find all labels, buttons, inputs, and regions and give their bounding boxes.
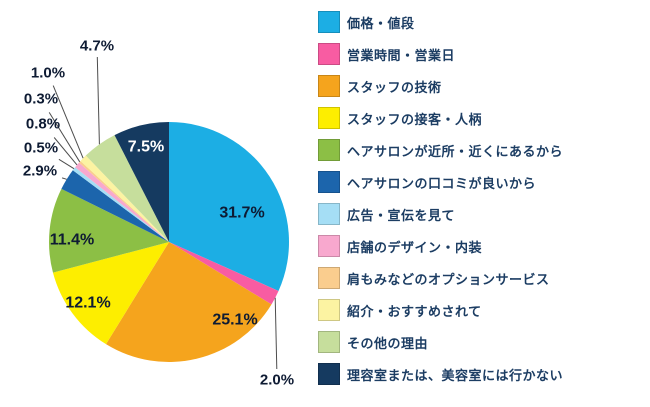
slice-value-label-6: 0.5%	[24, 140, 58, 157]
pie-slice-8	[78, 160, 169, 242]
legend-label: 価格・値段	[347, 15, 415, 31]
pie-slice-10	[85, 135, 169, 242]
pie-slices-group	[48, 122, 289, 362]
slice-value-label-4: 11.4%	[50, 232, 94, 249]
slice-value-label-10: 4.7%	[80, 38, 114, 55]
legend-label: スタッフの技術	[347, 79, 442, 95]
legend-item-5: ヘアサロンの口コミが良いから	[318, 171, 563, 193]
pie-slice-1	[169, 242, 279, 305]
slice-value-label-1: 2.0%	[260, 372, 294, 389]
legend-item-6: 広告・宣伝を見て	[318, 203, 563, 225]
leader-line-6	[58, 158, 75, 170]
legend-swatch-icon	[318, 299, 340, 321]
legend-swatch-icon	[318, 363, 340, 385]
legend-label: その他の理由	[347, 335, 429, 351]
leader-line-7	[53, 137, 78, 166]
slice-value-label-8: 0.3%	[24, 91, 58, 108]
leader-lines-group	[48, 56, 278, 370]
leader-line-5	[61, 177, 67, 180]
legend-label: 肩もみなどのオプションサービス	[347, 271, 550, 287]
legend-swatch-icon	[318, 235, 340, 257]
legend-swatch-icon	[318, 267, 340, 289]
legend: 価格・値段営業時間・営業日 スタッフの技術スタッフの接客・人柄ヘアサロンが近所・近…	[318, 11, 563, 385]
leader-line-8	[48, 112, 81, 163]
legend-swatch-icon	[318, 107, 340, 129]
legend-label: ヘアサロンが近所・近くにあるから	[347, 143, 564, 159]
legend-item-10: その他の理由	[318, 331, 563, 353]
legend-item-0: 価格・値段	[318, 11, 563, 33]
legend-label: スタッフの接客・人柄	[347, 111, 483, 127]
slice-value-label-5: 2.9%	[23, 163, 57, 180]
legend-swatch-icon	[318, 203, 340, 225]
slice-value-label-7: 0.8%	[26, 116, 60, 133]
legend-swatch-icon	[318, 139, 340, 161]
legend-label: 広告・宣伝を見て	[347, 207, 456, 223]
legend-item-1: 営業時間・営業日	[318, 43, 563, 65]
slice-value-label-2: 25.1%	[212, 312, 257, 329]
legend-label: 営業時間・営業日	[347, 47, 456, 63]
legend-label: ヘアサロンの口コミが良いから	[347, 175, 537, 191]
pie-slice-4	[48, 188, 169, 273]
pie-slice-11	[114, 122, 169, 242]
legend-swatch-icon	[318, 75, 340, 97]
pie-slice-0	[169, 122, 289, 292]
legend-item-7: 店舗のデザイン・内装	[318, 235, 563, 257]
legend-swatch-icon	[318, 43, 340, 65]
pie-slice-9	[80, 155, 169, 242]
slice-value-label-9: 1.0%	[31, 65, 65, 82]
legend-swatch-icon	[318, 171, 340, 193]
pie-slice-7	[75, 162, 169, 242]
legend-item-8: 肩もみなどのオプションサービス	[318, 267, 563, 289]
legend-item-11: 理容室または、美容室には行かない	[318, 363, 563, 385]
legend-swatch-icon	[318, 331, 340, 353]
legend-label: 店舗のデザイン・内装	[347, 239, 483, 255]
leader-line-9	[52, 85, 84, 159]
slice-value-label-0: 31.7%	[219, 205, 264, 222]
legend-swatch-icon	[318, 11, 340, 33]
leader-line-10	[96, 56, 100, 145]
pie-slice-2	[105, 242, 272, 362]
legend-item-9: 紹介・おすすめされて	[318, 299, 563, 321]
slice-labels-group: 31.7% 2.0% 25.1% 12.1% 11.4% 2.9% 0.5% 0.8% 0.3%…	[23, 38, 294, 389]
legend-label: 紹介・おすすめされて	[347, 303, 482, 319]
slice-value-label-3: 12.1%	[65, 295, 110, 312]
legend-label: 理容室または、美容室には行かない	[347, 367, 564, 383]
legend-item-2: スタッフの技術	[318, 75, 563, 97]
pie-slice-3	[52, 242, 169, 345]
legend-item-4: ヘアサロンが近所・近くにあるから	[318, 139, 563, 161]
leader-line-1	[274, 297, 278, 370]
pie-slice-6	[72, 167, 169, 242]
slice-value-label-11: 7.5%	[128, 139, 164, 156]
pie-slice-5	[61, 170, 169, 242]
pie-chart: 31.7% 2.0% 25.1% 12.1% 11.4% 2.9% 0.5% 0.8% 0.3%…	[23, 38, 294, 389]
legend-item-3: スタッフの接客・人柄	[318, 107, 563, 129]
